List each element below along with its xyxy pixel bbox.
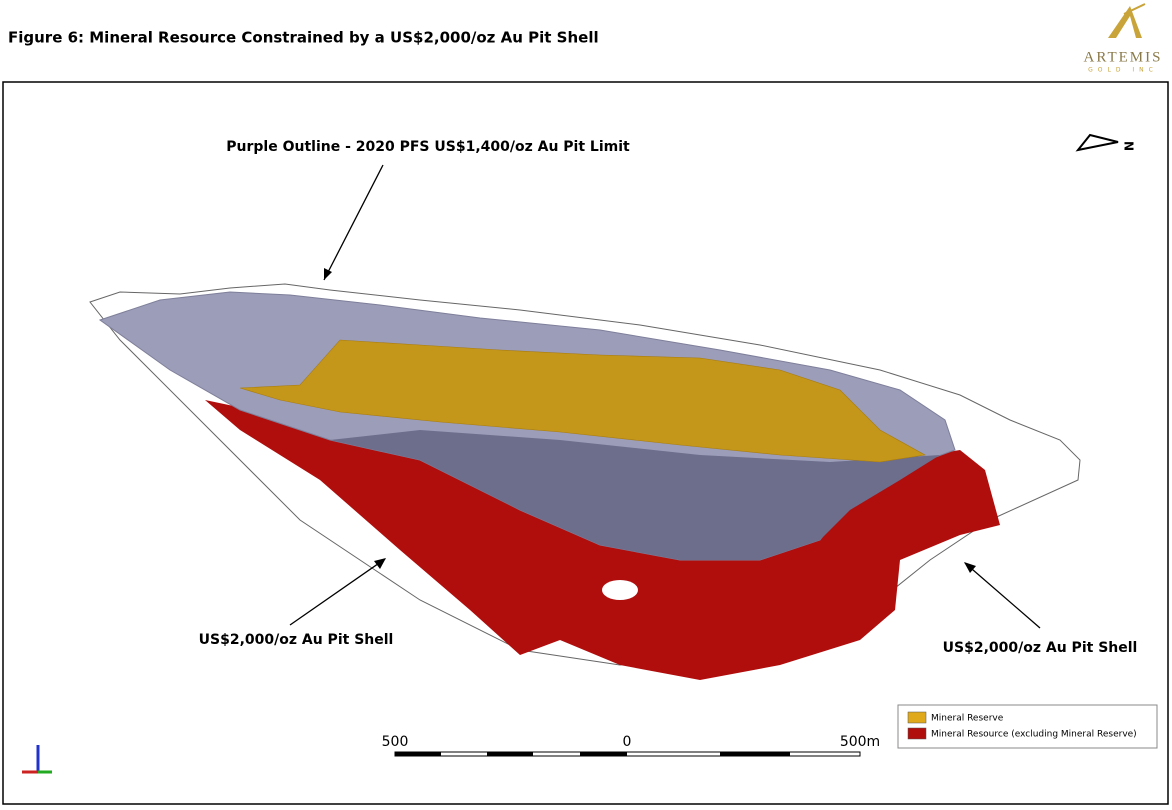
annotation-arrow xyxy=(289,558,386,626)
north-label: N xyxy=(1122,141,1136,151)
logo: ARTEMIS GOLD INC xyxy=(1084,3,1163,74)
figure-title: Figure 6: Mineral Resource Constrained b… xyxy=(8,29,599,47)
annotation: US$2,000/oz Au Pit Shell xyxy=(199,632,394,648)
annotation-arrow xyxy=(964,562,1041,629)
legend-swatch xyxy=(907,727,927,740)
scale-bar: 500 0 500m xyxy=(382,734,880,757)
annotation-arrow xyxy=(323,164,384,281)
annotation: US$2,000/oz Au Pit Shell xyxy=(943,640,1138,656)
axes-triad xyxy=(22,745,52,774)
pit-shell-wall xyxy=(330,430,940,560)
scale-label: 0 xyxy=(623,734,632,750)
annotation: Purple Outline - 2020 PFS US$1,400/oz Au… xyxy=(226,139,630,155)
north-arrow: N xyxy=(1075,133,1136,152)
scale-label: 500m xyxy=(840,734,880,750)
legend-label: Mineral Reserve xyxy=(931,714,1004,724)
logo-tagline: GOLD INC xyxy=(1088,67,1158,74)
reserve-blocks xyxy=(239,339,926,463)
resource-gap xyxy=(602,580,638,600)
logo-name: ARTEMIS xyxy=(1084,49,1163,65)
scale-label: 500 xyxy=(382,734,409,750)
legend-label: Mineral Resource (excluding Mineral Rese… xyxy=(931,730,1137,740)
legend-swatch xyxy=(907,711,927,724)
legend: Mineral Reserve Mineral Resource (excludi… xyxy=(897,704,1158,749)
